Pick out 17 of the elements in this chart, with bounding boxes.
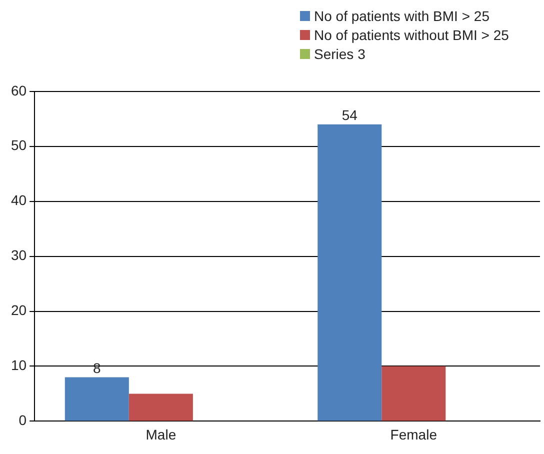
bar	[318, 124, 382, 421]
bar	[128, 394, 193, 421]
y-tick-label: 40	[10, 192, 27, 208]
x-tick-label: Male	[146, 426, 176, 442]
legend-label: Series 3	[314, 46, 366, 62]
y-tick-label: 10	[10, 357, 27, 374]
y-tick-label: 20	[10, 302, 27, 318]
y-tick-label: 60	[10, 82, 27, 98]
y-tick-label: 30	[10, 247, 27, 264]
bar	[64, 377, 129, 421]
y-tick-label: 0	[18, 412, 27, 428]
legend-label: No of patients with BMI > 25	[314, 8, 490, 24]
data-label: 54	[342, 107, 358, 124]
x-tick-label: Female	[390, 426, 438, 442]
legend-label: No of patients without BMI > 25	[314, 26, 509, 42]
bar	[382, 366, 446, 421]
y-tick-label: 50	[10, 137, 27, 154]
